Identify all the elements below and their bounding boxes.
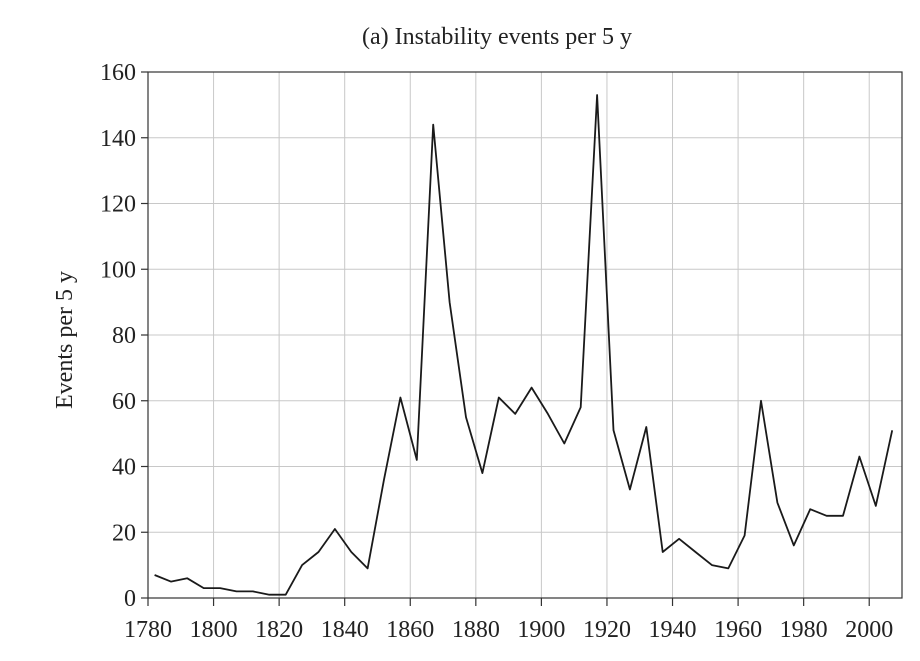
y-tick-label: 80 xyxy=(112,323,136,349)
x-tick-label: 1920 xyxy=(583,617,631,643)
y-tick-label: 40 xyxy=(112,455,136,481)
x-tick-label: 1940 xyxy=(649,617,697,643)
x-tick-label: 1880 xyxy=(452,617,500,643)
y-tick-label: 100 xyxy=(100,257,136,283)
y-axis-label: Events per 5 y xyxy=(52,271,78,409)
x-tick-label: 1840 xyxy=(321,617,369,643)
x-tick-label: 1820 xyxy=(255,617,303,643)
x-tick-label: 2000 xyxy=(845,617,893,643)
y-tick-label: 20 xyxy=(112,520,136,546)
axis-ticks xyxy=(141,71,870,606)
x-tick-label: 1980 xyxy=(780,617,828,643)
y-tick-label: 140 xyxy=(100,126,136,152)
x-tick-label: 1780 xyxy=(124,617,172,643)
y-tick-label: 120 xyxy=(100,192,136,218)
y-tick-label: 160 xyxy=(100,60,136,86)
tick-labels: 0 20 40 60 80 100 120 140 160 1780 1800 1820 1840 186… xyxy=(100,60,893,643)
x-tick-label: 1900 xyxy=(517,617,565,643)
x-tick-label: 1960 xyxy=(714,617,762,643)
x-tick-label: 1860 xyxy=(386,617,434,643)
y-tick-label: 0 xyxy=(124,586,136,612)
y-tick-label: 60 xyxy=(112,389,136,415)
x-tick-label: 1800 xyxy=(190,617,238,643)
grid-lines xyxy=(147,72,902,598)
chart-title: (a) Instability events per 5 y xyxy=(362,24,632,50)
series-line xyxy=(154,94,894,596)
